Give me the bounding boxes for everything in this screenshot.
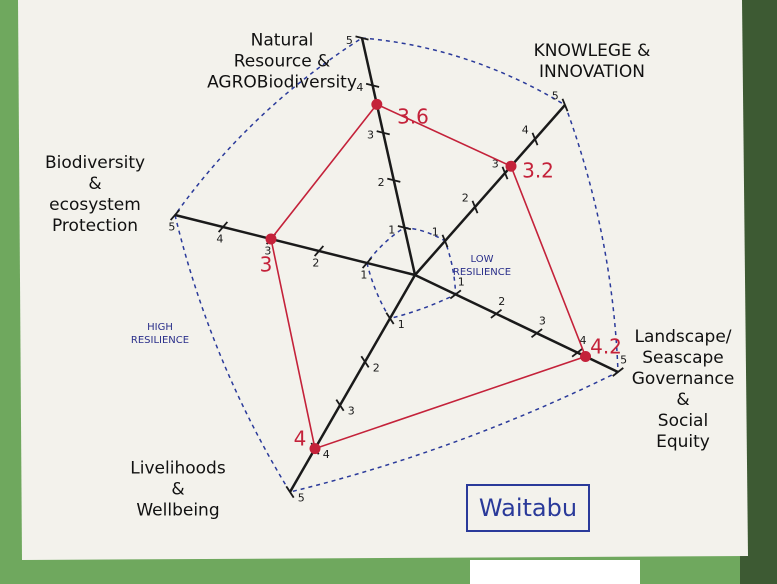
tick-label: 4 xyxy=(522,123,529,136)
tick-label: 5 xyxy=(168,221,175,234)
data-point xyxy=(309,443,321,455)
tick-mark xyxy=(355,35,369,41)
tick-mark xyxy=(387,177,401,183)
tick-label: 5 xyxy=(298,491,305,504)
axis-line xyxy=(174,213,416,277)
resilience-ring xyxy=(174,37,619,493)
value-label: 4.2 xyxy=(590,335,622,359)
tick-label: 5 xyxy=(552,89,559,102)
tick-label: 5 xyxy=(346,34,353,47)
tick-mark xyxy=(530,328,543,339)
tick-mark xyxy=(531,132,539,146)
tick-mark xyxy=(169,209,181,221)
tick-label: 2 xyxy=(462,191,469,204)
tick-label: 3 xyxy=(348,405,355,418)
tick-label: 2 xyxy=(498,295,505,308)
tick-label: 1 xyxy=(432,225,439,238)
tick-mark xyxy=(313,245,325,257)
tick-label: 1 xyxy=(398,318,405,331)
axis-line xyxy=(414,104,566,276)
data-polygon xyxy=(270,103,587,450)
resilience-ring xyxy=(366,226,457,320)
tick-mark xyxy=(490,308,503,319)
annotation: LOW RESILIENCE xyxy=(452,254,512,278)
tick-mark xyxy=(397,225,412,231)
tick-label: 2 xyxy=(373,361,380,374)
tick-mark xyxy=(361,257,373,269)
tick-label: 3 xyxy=(264,245,271,258)
annotation: HIGH RESILIENCE xyxy=(130,322,190,346)
tick-label: 3 xyxy=(539,314,546,327)
tick-mark xyxy=(441,234,449,248)
tick-label: 4 xyxy=(216,233,223,246)
axis-line xyxy=(360,37,417,276)
data-point xyxy=(265,233,277,245)
data-point xyxy=(505,160,517,172)
data-point xyxy=(371,98,383,110)
value-label: 3.6 xyxy=(397,105,429,129)
data-point xyxy=(580,350,592,362)
tick-mark xyxy=(561,98,569,112)
tick-label: 3 xyxy=(492,157,499,170)
value-label: 3 xyxy=(260,253,273,277)
tick-mark xyxy=(571,347,584,358)
axis-label: Biodiversity & ecosystem Protection xyxy=(44,153,146,236)
tick-mark xyxy=(335,399,345,412)
tick-mark xyxy=(449,289,462,300)
tick-label: 1 xyxy=(360,269,367,282)
tick-label: 1 xyxy=(388,223,395,236)
axis-label: Landscape/ Seascape Governance & Social … xyxy=(631,327,735,452)
tick-label: 5 xyxy=(620,353,627,366)
site-label: Waitabu xyxy=(466,484,590,532)
tick-mark xyxy=(360,355,370,368)
tick-label: 1 xyxy=(458,276,465,289)
tick-label: 2 xyxy=(312,257,319,270)
tick-mark xyxy=(217,221,229,233)
value-label: 3.2 xyxy=(522,159,554,183)
tick-mark xyxy=(501,166,509,180)
paper xyxy=(18,0,748,560)
tick-label: 3 xyxy=(367,129,374,142)
tick-label: 4 xyxy=(356,81,363,94)
value-label: 4 xyxy=(294,427,307,451)
axis-label: Livelihoods & Wellbeing xyxy=(130,458,226,521)
tick-label: 2 xyxy=(378,176,385,189)
tick-mark xyxy=(385,312,395,325)
tick-mark xyxy=(612,367,624,377)
tick-mark xyxy=(376,130,390,136)
axis-label: KNOWLEGE & INNOVATION xyxy=(533,41,651,82)
tick-mark xyxy=(285,485,295,499)
tick-mark xyxy=(471,200,479,214)
tick-label: 4 xyxy=(323,448,330,461)
tick-label: 4 xyxy=(580,334,587,347)
axis-label: Natural Resource & AGROBiodiversity xyxy=(207,30,357,93)
tick-mark xyxy=(365,82,380,88)
axis-line xyxy=(288,274,417,493)
paper-scrap xyxy=(470,560,640,584)
